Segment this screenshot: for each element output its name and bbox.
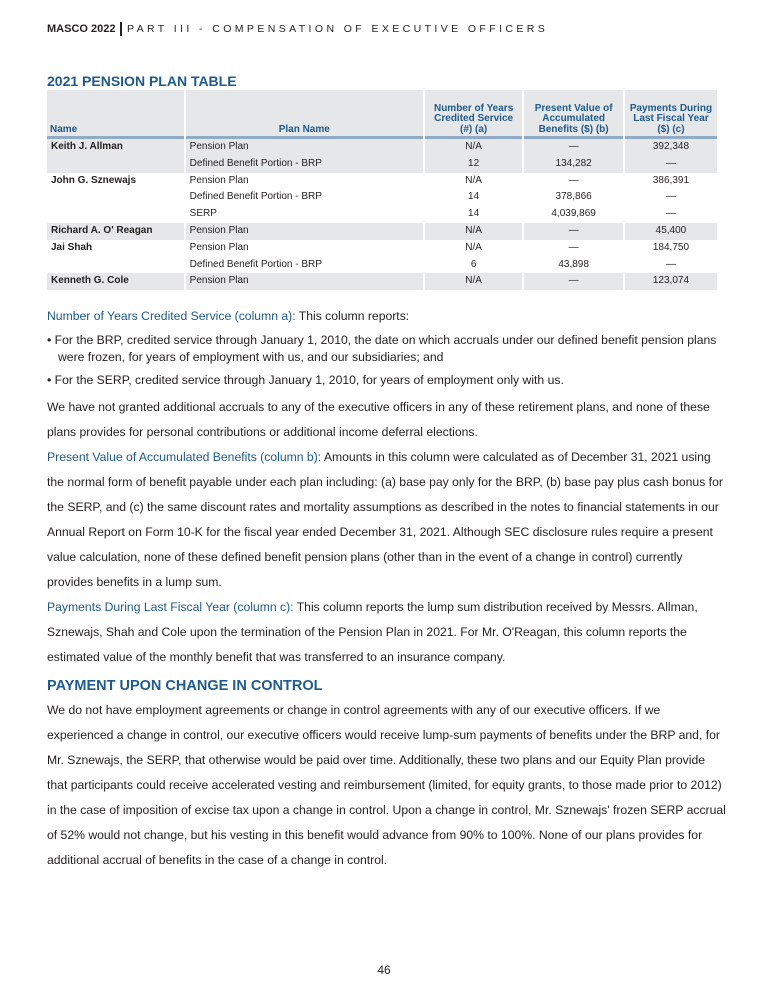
col-present-value: Present Value of Accumulated Benefits ($… xyxy=(524,90,623,139)
payments-cell: 45,400 xyxy=(624,222,717,240)
years-cell: 14 xyxy=(468,191,480,203)
years-cell: N/A xyxy=(465,174,482,186)
table-title: 2021 PENSION PLAN TABLE xyxy=(47,73,237,89)
col-payments: Payments During Last Fiscal Year ($) (c) xyxy=(624,90,717,139)
text: This column reports the lump sum distrib… xyxy=(47,600,698,664)
payments-cell: — xyxy=(665,258,676,270)
table-row: Jai Shah Pension Plan N/A — 184,750 xyxy=(47,240,717,257)
payments-cell: — xyxy=(624,155,717,173)
name-cell: John G. Sznewajs xyxy=(51,174,137,186)
payments-cell: — xyxy=(665,208,676,220)
name-cell: Kenneth G. Cole xyxy=(47,273,184,291)
name-cell xyxy=(47,257,184,274)
plan-cell: Defined Benefit Portion - BRP xyxy=(189,191,322,203)
name-cell: Richard A. O' Reagan xyxy=(47,222,184,240)
paragraph-col-b: Present Value of Accumulated Benefits (c… xyxy=(47,445,727,595)
name-cell xyxy=(47,189,184,206)
page-number: 46 xyxy=(377,963,391,977)
name-cell: Jai Shah xyxy=(51,241,93,253)
payments-cell: 184,750 xyxy=(652,241,690,253)
section-title: PART III - COMPENSATION OF EXECUTIVE OFF… xyxy=(126,23,549,35)
plan-cell: Pension Plan xyxy=(185,139,423,156)
name-cell xyxy=(47,155,184,173)
table-row: John G. Sznewajs Pension Plan N/A — 386,391 xyxy=(47,173,717,190)
present-value-cell: — xyxy=(524,222,623,240)
table-row: Richard A. O' Reagan Pension Plan N/A —45,4… xyxy=(47,222,717,240)
present-value-cell: 43,898 xyxy=(558,258,589,270)
years-cell: N/A xyxy=(424,139,523,156)
table-row: Defined Benefit Portion - BRP 14 378,866 — xyxy=(47,189,717,206)
section-heading: PAYMENT UPON CHANGE IN CONTROL xyxy=(47,678,323,694)
payments-cell: 392,348 xyxy=(624,139,717,156)
payments-cell: 386,391 xyxy=(652,174,690,186)
bullet-1: • For the BRP, credited service through … xyxy=(47,333,717,364)
years-cell: N/A xyxy=(424,222,523,240)
pension-table: Name Plan Name Number of Years Credited … xyxy=(45,90,719,291)
plan-cell: Pension Plan xyxy=(185,222,423,240)
table-row: Defined Benefit Portion - BRP 6 43,898 — xyxy=(47,257,717,274)
label: Number of Years Credited Service (column… xyxy=(47,309,296,323)
label: Present Value of Accumulated Benefits (c… xyxy=(47,450,322,464)
plan-cell: Pension Plan xyxy=(185,273,423,291)
name-cell: Keith J. Allman xyxy=(47,139,184,156)
present-value-cell: — xyxy=(524,273,623,291)
paragraph-change-control: We do not have employment agreements or … xyxy=(47,703,726,867)
brand: MASCO 2022 xyxy=(47,23,116,35)
text: This column reports: xyxy=(295,309,410,323)
payments-cell: — xyxy=(665,191,676,203)
years-cell: N/A xyxy=(465,241,482,253)
present-value-cell: — xyxy=(568,241,579,253)
name-cell xyxy=(47,206,184,223)
plan-cell: SERP xyxy=(189,208,217,220)
years-cell: 12 xyxy=(424,155,523,173)
present-value-cell: — xyxy=(568,174,579,186)
years-cell: 6 xyxy=(470,258,477,270)
bullet-2: • For the SERP, credited service through… xyxy=(47,373,564,387)
present-value-cell: 4,039,869 xyxy=(551,208,596,220)
paragraph-col-a: Number of Years Credited Service (column… xyxy=(47,304,727,329)
body-text: Number of Years Credited Service (column… xyxy=(47,304,727,873)
running-header: MASCO 2022 PART III - COMPENSATION OF EXE… xyxy=(47,22,548,36)
table-row: Kenneth G. Cole Pension Plan N/A —123,074 xyxy=(47,273,717,291)
table-row: SERP 14 4,039,869 — xyxy=(47,206,717,223)
col-plan: Plan Name xyxy=(185,90,423,139)
plan-cell: Pension Plan xyxy=(189,241,249,253)
divider xyxy=(120,22,122,36)
plan-cell: Defined Benefit Portion - BRP xyxy=(185,155,423,173)
paragraph-col-c: Payments During Last Fiscal Year (column… xyxy=(47,595,727,670)
plan-cell: Pension Plan xyxy=(189,174,249,186)
text: Amounts in this column were calculated a… xyxy=(47,450,723,589)
table-row: Defined Benefit Portion - BRP 12 134,282— xyxy=(47,155,717,173)
present-value-cell: 134,282 xyxy=(524,155,623,173)
years-cell: N/A xyxy=(424,273,523,291)
label: Payments During Last Fiscal Year (column… xyxy=(47,600,294,614)
table-row: Keith J. Allman Pension Plan N/A —392,348 xyxy=(47,139,717,156)
present-value-cell: 378,866 xyxy=(555,191,592,203)
payments-cell: 123,074 xyxy=(624,273,717,291)
paragraph-2: We have not granted additional accruals … xyxy=(47,400,710,439)
col-years: Number of Years Credited Service (#) (a) xyxy=(424,90,523,139)
years-cell: 14 xyxy=(468,208,480,220)
present-value-cell: — xyxy=(524,139,623,156)
plan-cell: Defined Benefit Portion - BRP xyxy=(189,258,322,270)
col-name: Name xyxy=(47,90,184,139)
